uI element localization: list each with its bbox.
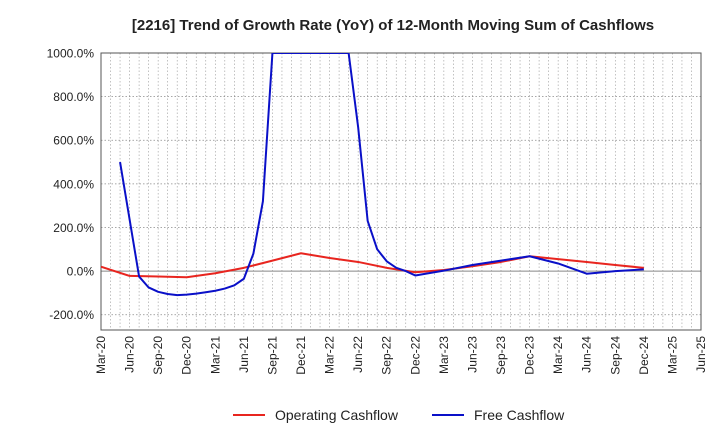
chart-title: [2216] Trend of Growth Rate (YoY) of 12-… xyxy=(132,17,654,34)
y-tick-label: 200.0% xyxy=(53,221,94,235)
x-tick-label: Mar-23 xyxy=(437,336,451,374)
y-tick-label: 400.0% xyxy=(53,177,94,191)
x-tick-label: Jun-25 xyxy=(694,336,708,373)
x-tick-label: Mar-22 xyxy=(323,336,337,374)
series-line-operating-cashflow xyxy=(101,252,644,279)
y-tick-label: 600.0% xyxy=(53,134,94,148)
x-tick-label: Sep-21 xyxy=(265,336,279,375)
x-tick-label: Dec-21 xyxy=(294,336,308,375)
x-tick-label: Jun-22 xyxy=(351,336,365,373)
x-tick-label: Sep-22 xyxy=(380,336,394,375)
x-tick-label: Sep-23 xyxy=(494,336,508,375)
x-tick-label: Mar-20 xyxy=(94,336,108,374)
x-tick-label: Dec-22 xyxy=(408,336,422,375)
x-tick-label: Sep-20 xyxy=(151,336,165,375)
y-tick-label: 0.0% xyxy=(67,265,95,279)
x-tick-label: Sep-24 xyxy=(608,336,622,375)
x-tick-label: Jun-24 xyxy=(580,336,594,373)
y-tick-label: 1000.0% xyxy=(47,47,95,61)
x-tick-label: Jun-21 xyxy=(237,336,251,373)
y-tick-label: 800.0% xyxy=(53,90,94,104)
series-line-free-cashflow xyxy=(119,53,644,297)
x-tick-label: Mar-25 xyxy=(665,336,679,374)
grid xyxy=(100,52,702,330)
x-tick-label: Dec-24 xyxy=(637,336,651,375)
series-lines xyxy=(101,53,644,297)
legend-label-operating-cashflow: Operating Cashflow xyxy=(275,407,399,423)
legend: Operating Cashflow Free Cashflow xyxy=(233,407,565,423)
plot-area xyxy=(101,53,701,330)
axes: -200.0% 0.0% 200.0% 400.0% 600.0% 800.0% 1000.… xyxy=(47,47,708,375)
plot-frame xyxy=(100,52,702,331)
legend-label-free-cashflow: Free Cashflow xyxy=(474,407,565,423)
x-tick-label: Jun-23 xyxy=(465,336,479,373)
x-tick-label: Mar-24 xyxy=(551,336,565,374)
x-tick-label: Mar-21 xyxy=(208,336,222,374)
x-tick-label: Jun-20 xyxy=(123,336,137,373)
y-tick-label: -200.0% xyxy=(49,308,94,322)
x-tick-label: Dec-23 xyxy=(523,336,537,375)
x-tick-label: Dec-20 xyxy=(180,336,194,375)
